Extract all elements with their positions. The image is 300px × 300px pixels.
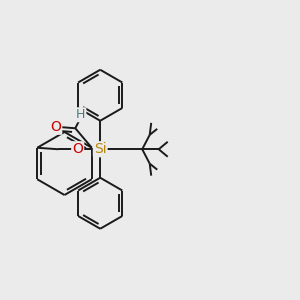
Text: O: O [50,120,61,134]
Text: Si: Si [94,142,106,156]
Text: O: O [72,142,83,156]
Text: H: H [76,108,86,121]
